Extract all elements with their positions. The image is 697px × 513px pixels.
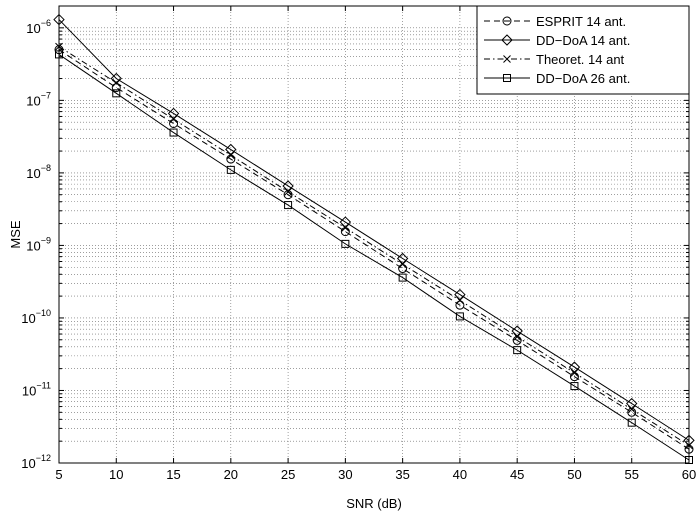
data-point <box>513 332 522 341</box>
legend-item: Theoret. 14 ant <box>484 52 625 67</box>
legend-marker <box>503 74 511 82</box>
y-tick-label: 10−12 <box>21 453 51 471</box>
data-point <box>112 78 121 87</box>
data-point <box>511 325 523 337</box>
y-axis-label: MSE <box>8 220 23 249</box>
legend-marker <box>501 34 513 46</box>
legend-label: Theoret. 14 ant <box>536 52 625 67</box>
y-tick-label: 10−6 <box>26 18 51 36</box>
legend-label: DD−DoA 14 ant. <box>536 33 630 48</box>
legend-marker <box>502 16 512 26</box>
data-point <box>339 216 352 228</box>
data-point <box>627 418 636 427</box>
legend: ESPRIT 14 ant. DD−DoA 14 ant. Theoret. 14 … <box>476 5 690 95</box>
data-point <box>284 187 292 196</box>
x-tick-label: 5 <box>55 467 62 482</box>
plot-frame <box>58 5 690 464</box>
data-point <box>398 260 407 269</box>
x-tick-label: 35 <box>395 467 409 482</box>
legend-marker <box>503 55 511 63</box>
legend-label: DD−DoA 26 ant. <box>536 71 630 86</box>
data-point <box>455 312 464 321</box>
x-tick-label: 40 <box>453 467 467 482</box>
x-tick-label: 15 <box>166 467 180 482</box>
data-point <box>53 13 65 26</box>
data-point <box>226 151 235 160</box>
data-point <box>455 300 465 310</box>
x-tick-label: 55 <box>624 467 638 482</box>
data-point <box>112 89 121 98</box>
x-tick-label: 20 <box>224 467 238 482</box>
data-point <box>513 346 522 355</box>
legend-label: ESPRIT 14 ant. <box>536 14 626 29</box>
series-4 <box>55 50 693 464</box>
series-line <box>58 54 690 461</box>
data-point <box>167 107 180 120</box>
data-point <box>685 441 693 450</box>
data-point <box>398 273 407 282</box>
data-point <box>396 252 409 265</box>
y-tick-label: 10−10 <box>21 308 51 326</box>
data-point <box>55 42 63 51</box>
data-point <box>55 50 63 59</box>
y-tick-label: 10−7 <box>26 90 51 108</box>
data-point <box>456 296 464 305</box>
data-point <box>169 128 178 137</box>
data-point <box>225 143 237 156</box>
legend-item: DD−DoA 14 ant. <box>484 33 630 48</box>
data-point <box>226 165 235 174</box>
x-tick-label: 30 <box>338 467 352 482</box>
data-point <box>110 72 122 85</box>
data-point <box>570 382 579 391</box>
y-tick-label: 10−11 <box>22 380 51 398</box>
legend-box <box>476 5 690 95</box>
data-point <box>627 405 636 414</box>
x-tick-label: 60 <box>682 467 696 482</box>
data-point <box>169 115 178 124</box>
axis-ticks: 5 10 15 20 25 30 35 40 45 50 55 60 10−6 10−7 10−8 10−9 1… <box>21 5 696 482</box>
data-point <box>568 361 581 373</box>
data-point <box>454 288 466 301</box>
data-point <box>626 397 638 410</box>
x-tick-label: 45 <box>510 467 524 482</box>
data-point <box>341 223 350 232</box>
x-tick-label: 50 <box>567 467 581 482</box>
legend-item: ESPRIT 14 ant. <box>484 14 626 29</box>
x-tick-label: 10 <box>109 467 123 482</box>
y-tick-label: 10−9 <box>26 235 51 253</box>
legend-item: DD−DoA 26 ant. <box>484 71 630 86</box>
x-tick-label: 25 <box>281 467 295 482</box>
series-3 <box>55 42 693 450</box>
data-point <box>284 201 293 210</box>
series-line <box>58 46 690 446</box>
data-point <box>685 455 693 464</box>
series-line <box>58 49 690 450</box>
series-group <box>53 13 695 464</box>
data-point <box>282 180 294 192</box>
y-tick-label: 10−8 <box>26 163 51 181</box>
series-line <box>58 19 690 441</box>
data-point <box>341 239 350 248</box>
data-point <box>570 368 579 377</box>
x-axis-label: SNR (dB) <box>346 496 402 511</box>
